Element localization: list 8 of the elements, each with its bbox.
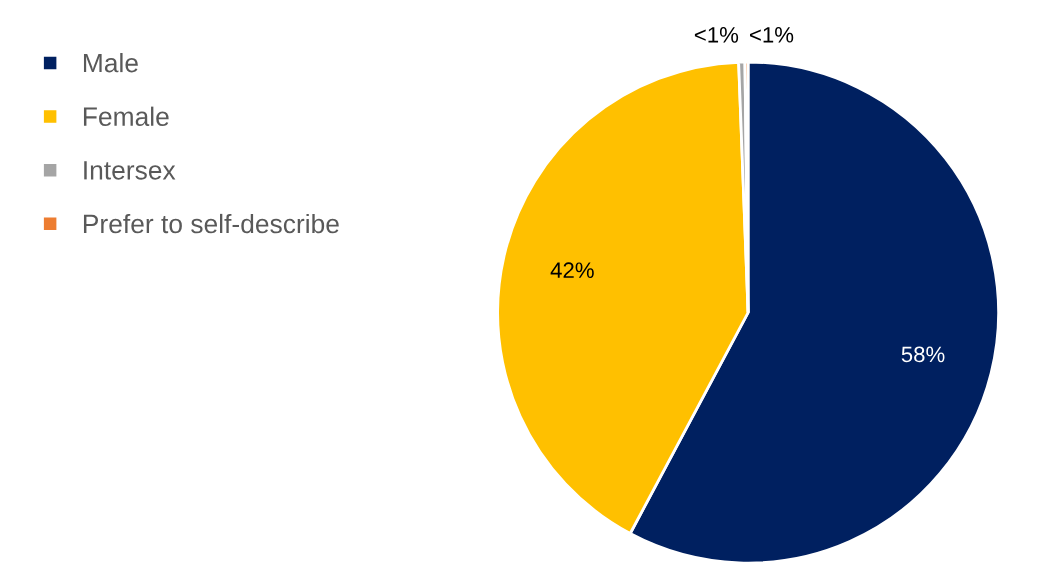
legend-label: Intersex: [84, 161, 176, 180]
data-label: 58%: [901, 346, 945, 363]
data-label: <1%: [694, 27, 739, 43]
data-label: 42%: [550, 262, 594, 278]
legend-label: Female: [83, 106, 169, 127]
legend-label: Male: [83, 53, 138, 73]
legend-label: Prefer to self-describe: [83, 213, 339, 234]
data-label: <1%: [750, 27, 794, 43]
